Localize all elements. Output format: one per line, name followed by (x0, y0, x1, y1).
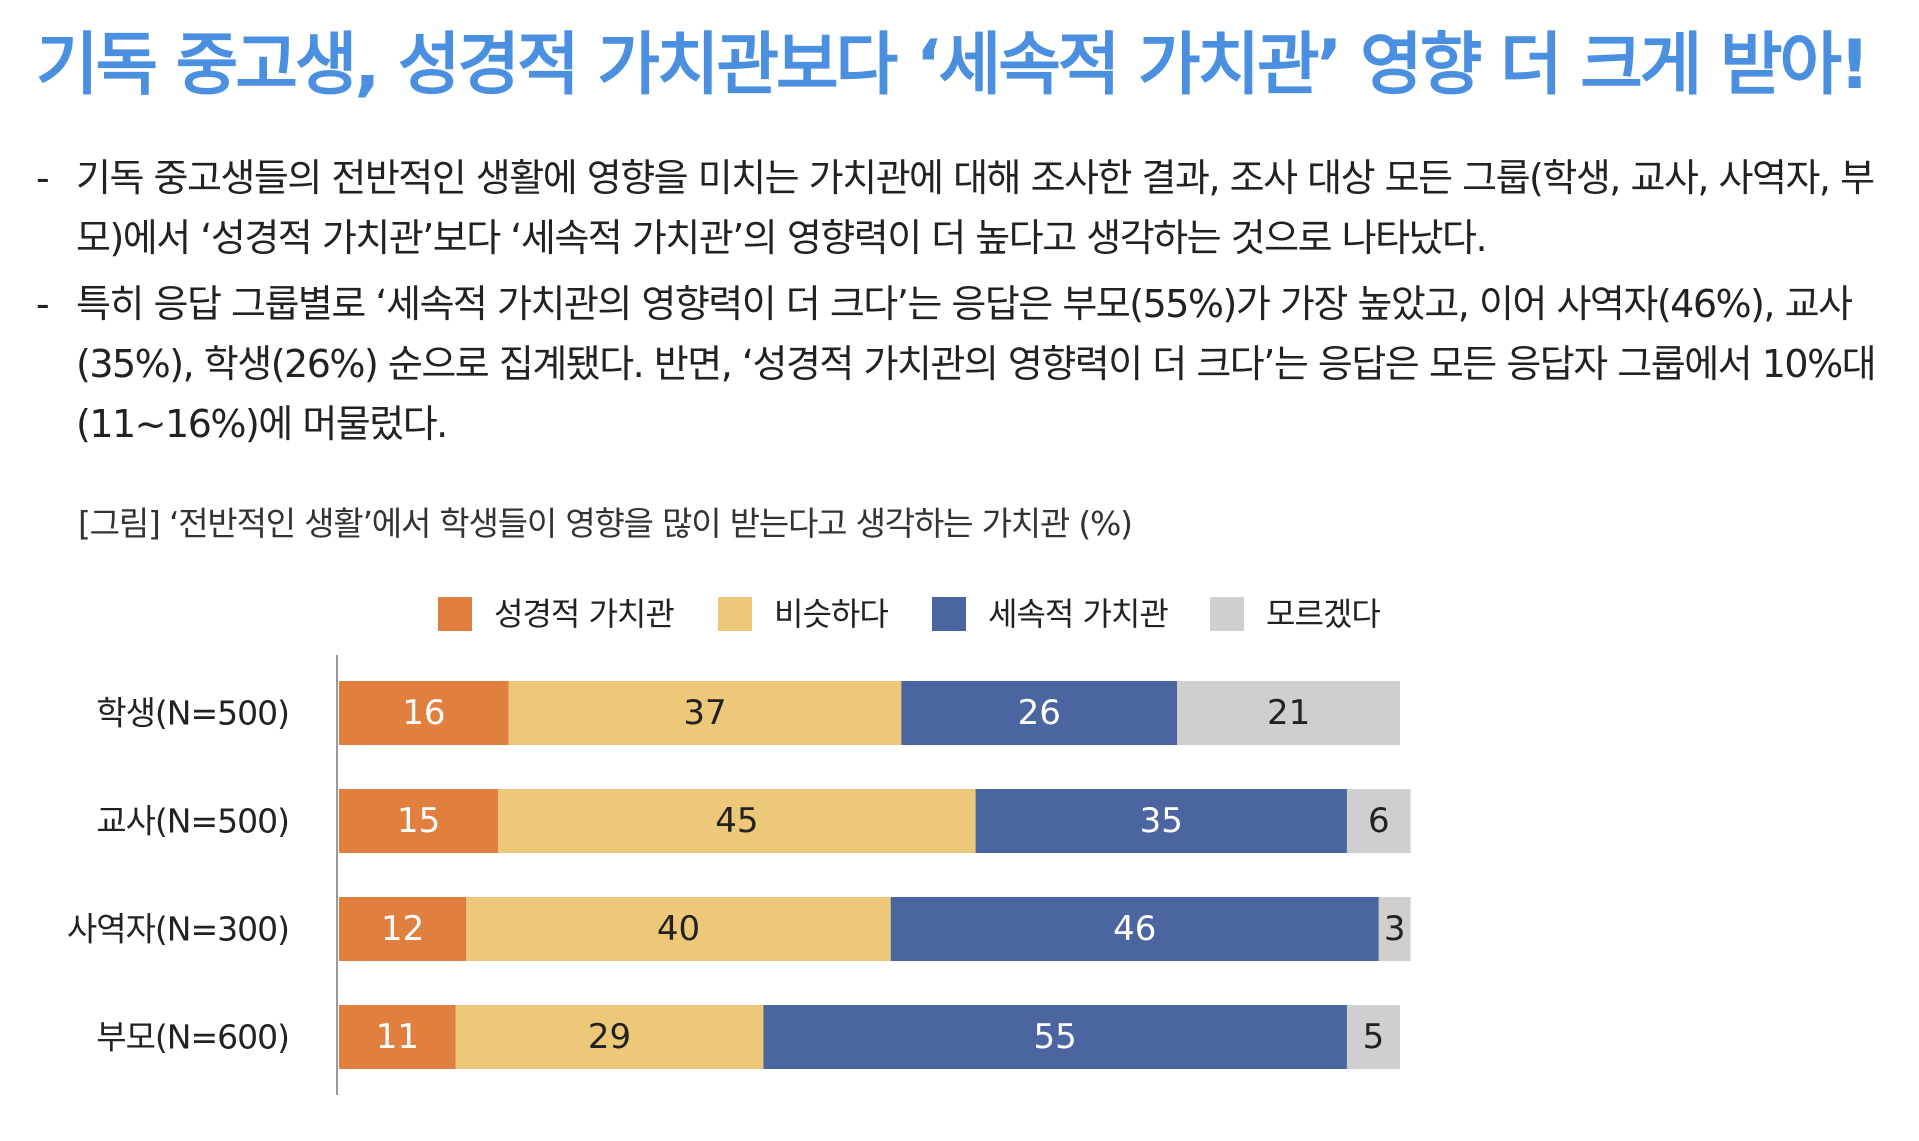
bar-segment (1346, 1005, 1400, 1069)
bar-segment (975, 789, 1347, 853)
category-label: 부모(N=600) (96, 1018, 289, 1057)
legend-swatch (438, 597, 472, 631)
bullet-item: - 특히 응답 그룹별로 ‘세속적 가치관의 영향력이 더 크다’는 응답은 부… (36, 274, 1886, 454)
data-label: 46 (1113, 909, 1156, 949)
data-label: 15 (397, 801, 440, 841)
legend-label: 모르겠다 (1266, 595, 1380, 633)
bar-segment (339, 897, 467, 961)
data-label: 26 (1018, 693, 1061, 733)
bar-segment (763, 1005, 1347, 1069)
bar-segment (339, 789, 499, 853)
data-label: 55 (1034, 1017, 1077, 1057)
bar-segment (339, 1005, 456, 1069)
data-label: 40 (657, 909, 700, 949)
legend-label: 세속적 가치관 (988, 595, 1168, 633)
category-label: 학생(N=500) (96, 694, 289, 733)
bar-segment (466, 897, 891, 961)
bar-segment (1378, 897, 1411, 961)
legend-swatch (932, 597, 966, 631)
legend-label: 비슷하다 (774, 595, 888, 633)
bar-segment (901, 681, 1178, 745)
bar-segment (1346, 789, 1411, 853)
category-label: 교사(N=500) (96, 802, 289, 841)
data-label: 29 (588, 1017, 631, 1057)
stacked-bar-chart: 성경적 가치관 비슷하다 세속적 가치관 모르겠다 학생(N=500) 교사(N=500… (67, 595, 1411, 1095)
bar-segment (455, 1005, 764, 1069)
bar-segment (508, 681, 902, 745)
legend-swatch (718, 597, 752, 631)
bar-segment (1177, 681, 1400, 745)
bullet-marker: - (36, 282, 50, 326)
data-label: 5 (1363, 1017, 1385, 1057)
data-label: 16 (402, 693, 445, 733)
data-label: 12 (381, 909, 424, 949)
category-labels: 학생(N=500) 교사(N=500) 사역자(N=300) 부모(N=600) (67, 694, 290, 1057)
legend: 성경적 가치관 비슷하다 세속적 가치관 모르겠다 (438, 595, 1381, 633)
data-label: 35 (1140, 801, 1183, 841)
data-label: 21 (1267, 693, 1310, 733)
bullet-text: 특히 응답 그룹별로 ‘세속적 가치관의 영향력이 더 크다’는 응답은 부모(… (76, 282, 1877, 446)
data-label: 6 (1368, 801, 1390, 841)
bar-segment (890, 897, 1379, 961)
bullet-marker: - (36, 156, 50, 200)
data-label: 3 (1384, 909, 1406, 949)
legend-label: 성경적 가치관 (494, 595, 674, 633)
bar-segment (498, 789, 976, 853)
page-title: 기독 중고생, 성경적 가치관보다 ‘세속적 가치관’ 영향 더 크게 받아! (36, 26, 1870, 105)
data-label: 37 (683, 693, 726, 733)
category-label: 사역자(N=300) (67, 910, 289, 949)
bullet-list: - 기독 중고생들의 전반적인 생활에 영향을 미치는 가치관에 대해 조사한 … (36, 148, 1886, 460)
chart-caption: [그림] ‘전반적인 생활’에서 학생들이 영향을 많이 받는다고 생각하는 가… (78, 504, 1133, 543)
data-label: 45 (715, 801, 758, 841)
bullet-text: 기독 중고생들의 전반적인 생활에 영향을 미치는 가치관에 대해 조사한 결과… (76, 156, 1875, 260)
legend-swatch (1210, 597, 1244, 631)
bar-segment (339, 681, 509, 745)
data-label: 11 (376, 1017, 419, 1057)
bullet-item: - 기독 중고생들의 전반적인 생활에 영향을 미치는 가치관에 대해 조사한 … (36, 148, 1886, 268)
